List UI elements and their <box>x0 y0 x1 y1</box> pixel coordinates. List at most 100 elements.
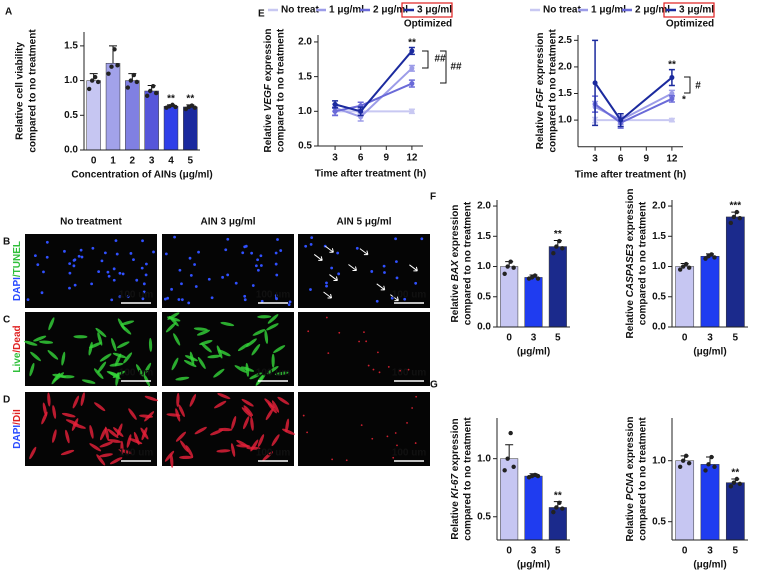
cell <box>377 351 379 354</box>
data-point <box>128 78 134 83</box>
nucleus <box>178 268 182 272</box>
cell <box>231 415 237 430</box>
cell <box>170 453 174 468</box>
y-tick-label: 1.5 <box>298 71 312 82</box>
cell <box>230 443 236 457</box>
significance-bracket <box>440 50 447 84</box>
nucleus <box>309 242 313 246</box>
data-point <box>505 264 510 269</box>
y-tick-label: 2.0 <box>558 62 572 73</box>
cell <box>360 424 363 427</box>
data-point <box>677 464 683 469</box>
nucleus <box>118 295 122 299</box>
scale-bar-label: 100 um <box>119 448 154 459</box>
x-tick-label: 6 <box>618 153 624 164</box>
significance-label: ## <box>450 62 462 73</box>
nucleus <box>164 252 168 256</box>
micrograph <box>162 234 294 308</box>
scale-bar-label: 100 um <box>392 290 427 301</box>
nucleus <box>375 299 379 303</box>
cell <box>252 329 266 336</box>
legend-highlight <box>401 2 453 18</box>
cell <box>128 408 137 420</box>
data-point <box>95 79 101 85</box>
cell <box>116 341 130 349</box>
bar <box>183 106 198 151</box>
significance-bracket <box>684 76 691 94</box>
cell <box>178 404 185 418</box>
significance-bracket <box>422 50 429 69</box>
y-axis-label: Relative KI-67 expression <box>450 418 461 539</box>
x-tick-label: 2 <box>130 156 136 167</box>
significance-label: ** <box>554 229 562 240</box>
data-point <box>147 88 153 94</box>
cell <box>39 340 54 344</box>
cell <box>42 402 47 417</box>
nucleus <box>256 268 260 272</box>
cell <box>213 368 225 378</box>
y-axis-label-part: expression <box>535 32 546 88</box>
column-header: No treatment <box>60 217 122 228</box>
cell <box>197 356 206 370</box>
micrograph-content <box>24 317 153 387</box>
y-axis-label-part: BAX <box>450 259 461 281</box>
cell <box>89 425 94 439</box>
nucleus <box>243 294 247 298</box>
legend-label: 2 μg/ml <box>373 5 408 16</box>
nucleus <box>112 278 116 282</box>
nucleus <box>118 271 122 275</box>
nucleus <box>45 240 49 244</box>
nucleus <box>188 256 192 260</box>
nucleus <box>244 244 248 248</box>
cell <box>363 331 365 334</box>
scale-bar-label: 100 um <box>256 448 291 459</box>
nucleus <box>180 282 183 286</box>
row-label: DAPI/TUNEL <box>12 241 23 301</box>
y-axis-label: Relative PCNA expression <box>625 416 636 541</box>
y-axis-label-part: Relative <box>263 111 274 152</box>
cell <box>94 402 106 412</box>
micrograph-content <box>302 395 418 462</box>
x-tick-label: 0 <box>682 333 688 344</box>
cell <box>277 396 290 405</box>
data-point <box>502 468 507 473</box>
nucleus <box>170 287 173 291</box>
nucleus <box>177 298 181 301</box>
cell <box>392 456 395 459</box>
nucleus <box>97 270 101 273</box>
data-point <box>112 47 117 52</box>
micrograph-content <box>165 312 289 386</box>
micrograph-content <box>163 235 292 307</box>
y-axis-label-part: CASPASE3 <box>625 244 636 298</box>
nucleus <box>100 259 104 263</box>
nucleus <box>141 239 144 243</box>
legend-label: 1 μg/ml <box>591 5 626 16</box>
data-point <box>728 220 734 226</box>
y-axis-label: compared to no treatment <box>276 28 287 152</box>
cell <box>107 439 122 443</box>
cell <box>115 372 120 386</box>
nucleus <box>243 298 247 302</box>
x-tick-label: 9 <box>384 153 390 164</box>
data-point <box>115 63 120 68</box>
data-point <box>703 256 708 261</box>
cell <box>141 427 148 441</box>
data-point <box>502 271 507 276</box>
cell <box>325 316 328 319</box>
legend-note: Optimized <box>666 19 714 30</box>
cell <box>243 416 250 430</box>
micrograph <box>25 234 157 308</box>
nucleus <box>414 281 418 285</box>
x-tick-label: 5 <box>555 333 561 344</box>
nucleus <box>106 270 110 274</box>
bar <box>700 464 720 541</box>
data-point <box>731 480 737 485</box>
nucleus <box>45 255 49 259</box>
nucleus <box>68 286 71 290</box>
cell <box>118 449 133 454</box>
cell <box>201 343 212 353</box>
bar <box>105 62 121 151</box>
y-tick-label: 0.0 <box>64 145 78 156</box>
data-point <box>332 101 338 107</box>
